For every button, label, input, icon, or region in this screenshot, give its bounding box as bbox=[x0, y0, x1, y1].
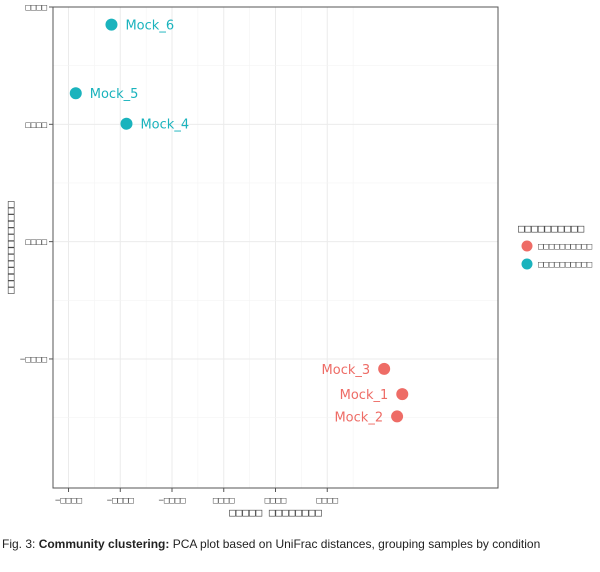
y-axis-ticks: □□□□ □□□□ □□□□ −□□□□ bbox=[20, 3, 53, 365]
legend-label: □□□□□□□□□□ bbox=[538, 260, 593, 270]
x-axis-ticks: −□□□□ −□□□□ −□□□□ □□□□ □□□□ □□□□ bbox=[55, 488, 339, 506]
data-points: Mock_3 Mock_1 Mock_2 Mock_6 Mock_5 Mock_4 bbox=[69, 18, 409, 425]
y-tick-label: □□□□ bbox=[25, 120, 47, 130]
x-tick-label: −□□□□ bbox=[107, 496, 135, 506]
plot-frame bbox=[52, 6, 499, 489]
data-point bbox=[105, 18, 118, 31]
point-label: Mock_2 bbox=[334, 410, 383, 425]
point-label: Mock_4 bbox=[140, 118, 189, 133]
x-tick-label: □□□□ bbox=[316, 496, 338, 506]
x-tick-label: □□□□ bbox=[213, 496, 235, 506]
y-tick-label: □□□□ bbox=[25, 3, 47, 13]
legend-label: □□□□□□□□□□ bbox=[538, 242, 593, 252]
point-label: Mock_1 bbox=[340, 388, 389, 403]
x-tick-label: −□□□□ bbox=[55, 496, 83, 506]
legend-title: □□□□□□□□□□ bbox=[518, 222, 585, 235]
point-label: Mock_5 bbox=[90, 87, 139, 102]
point-label: Mock_3 bbox=[322, 363, 371, 378]
caption-text: PCA plot based on UniFrac distances, gro… bbox=[169, 537, 541, 551]
x-tick-label: −□□□□ bbox=[158, 496, 186, 506]
figure-caption: Fig. 3: Community clustering: PCA plot b… bbox=[2, 537, 598, 551]
legend-swatch bbox=[521, 258, 533, 270]
y-tick-label: −□□□□ bbox=[20, 355, 48, 365]
pca-scatter-chart: −□□□□ −□□□□ −□□□□ □□□□ □□□□ □□□□ □□□□□□□□□□□□… bbox=[4, 3, 593, 519]
data-point bbox=[396, 388, 409, 401]
legend-swatch bbox=[521, 240, 533, 252]
y-axis-title: □□□□□□□□□□□□□□ bbox=[4, 201, 17, 294]
data-point bbox=[378, 362, 391, 375]
data-point bbox=[391, 410, 404, 423]
point-label: Mock_6 bbox=[125, 19, 174, 34]
gridlines bbox=[53, 6, 498, 488]
caption-bold: Community clustering: bbox=[38, 537, 170, 551]
caption-prefix: Fig. 3: bbox=[2, 537, 39, 551]
data-point bbox=[69, 87, 82, 100]
x-axis-title: □□□□□ □□□□□□□□ bbox=[229, 506, 322, 519]
x-tick-label: □□□□ bbox=[265, 496, 287, 506]
y-tick-label: □□□□ bbox=[25, 238, 47, 248]
legend: □□□□□□□□□□ □□□□□□□□□□ □□□□□□□□□□ bbox=[518, 222, 593, 270]
data-point bbox=[120, 117, 133, 130]
